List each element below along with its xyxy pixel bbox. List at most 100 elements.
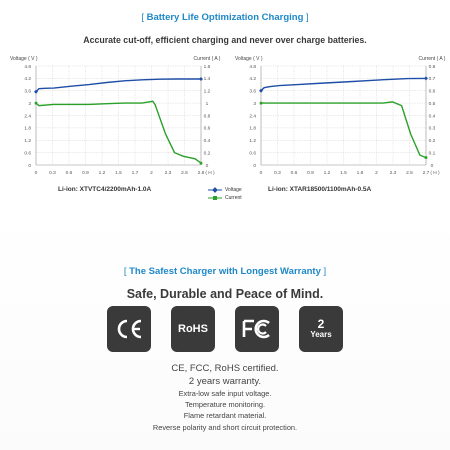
y-right-tick-label: 0.6 [204, 126, 211, 132]
ce-mark-icon [107, 306, 151, 352]
y-left-tick-label: 3.6 [24, 89, 31, 95]
title-bracket-left: [ [141, 12, 144, 23]
y-right-tick-label: 0.6 [429, 89, 436, 95]
x-tick-label: 2.8 [198, 170, 205, 176]
x-tick-label: 2.5 [181, 170, 188, 176]
x-tick-label: 1.7 [132, 170, 139, 176]
y-right-tick-label: 0.5 [429, 101, 436, 107]
rohs-mark-icon: RoHS [171, 306, 215, 352]
feature-item: Extra-low safe input voltage. [178, 389, 272, 398]
current-point-marker [34, 101, 38, 105]
y-left-tick-label: 3 [253, 101, 256, 107]
y-right-tick-label: 1.6 [204, 64, 211, 70]
y-left-tick-label: 4.2 [24, 76, 31, 82]
y-left-tick-label: 2.4 [249, 113, 256, 119]
legend-current: Current [208, 194, 242, 202]
y-right-tick-label: 0.1 [429, 150, 436, 156]
warranty-headline: Safe, Durable and Peace of Mind. [126, 287, 324, 301]
y-left-tick-label: 4.2 [249, 76, 256, 82]
voltage-point-marker [424, 76, 428, 81]
title2-bracket-right: ] [323, 266, 327, 277]
y-right-tick-label: 0.2 [429, 138, 436, 144]
lower-background [0, 210, 450, 450]
legend-voltage: Voltage [208, 186, 242, 194]
y-left-tick-label: 0 [28, 163, 31, 169]
x-tick-label: 1.5 [340, 170, 347, 176]
chart-1-caption: Li-ion: XTVTC4/2200mAh-1.0A [58, 186, 152, 193]
fcc-mark-icon [235, 306, 279, 352]
x-tick-label: 2 [375, 170, 378, 176]
warranty-badge-icon: 2 Years [299, 306, 343, 352]
y-right-tick-label: 0 [431, 163, 434, 169]
y-right-tick-label: 0 [206, 163, 209, 169]
current-series-line [261, 101, 427, 159]
y-right-tick-label: 1 [206, 101, 209, 107]
legend-current-label: Current [225, 195, 242, 201]
y-axis-right-title: Current ( A ) [194, 56, 221, 62]
y-left-tick-label: 1.8 [24, 126, 31, 132]
charging-curve-chart-1: Voltage ( V ) Current ( A ) 4.8 4.2 3.6 3 2.4 1… [10, 56, 221, 176]
x-tick-label: 0.6 [66, 170, 73, 176]
x-tick-label: 0 [260, 170, 263, 176]
chart-legend: Voltage Current [208, 186, 242, 202]
y-right-tick-label: 0.8 [429, 64, 436, 70]
warranty-section-title-text: The Safest Charger with Longest Warranty [129, 266, 321, 277]
battery-section-title: [ Battery Life Optimization Charging ] [0, 12, 450, 23]
charging-curve-chart-2: Voltage ( V ) Current ( A ) 4.8 4.2 3.6 3 2.4 1… [235, 56, 446, 176]
battery-section-title-text: Battery Life Optimization Charging [146, 12, 304, 23]
x-tick-label: 0.3 [49, 170, 56, 176]
x-tick-label: 2 [150, 170, 153, 176]
warranty-section-title: [ The Safest Charger with Longest Warran… [0, 266, 450, 277]
y-left-tick-label: 1.8 [249, 126, 256, 132]
x-tick-label: 1.2 [324, 170, 331, 176]
battery-headline: Accurate cut-off, efficient charging and… [83, 35, 367, 45]
title2-bracket-left: [ [123, 266, 127, 277]
chart-2-caption: Li-ion: XTAR18500/1100mAh-0.5A [268, 186, 372, 193]
y-left-tick-label: 0.6 [24, 150, 31, 156]
y-right-tick-label: 0.2 [204, 150, 211, 156]
y-right-tick-label: 0.8 [204, 113, 211, 119]
y-left-tick-label: 4.8 [249, 64, 256, 70]
y-left-tick-label: 1.2 [24, 138, 31, 144]
x-tick-label: 0.6 [291, 170, 298, 176]
voltage-point-marker [199, 77, 203, 81]
warranty-years-label: Years [310, 330, 332, 339]
y-axis-left-title: Voltage ( V ) [10, 56, 38, 62]
y-right-tick-label: 1.2 [204, 89, 211, 95]
y-left-tick-label: 1.2 [249, 138, 256, 144]
title-bracket-right: ] [306, 12, 309, 23]
voltage-legend-swatch-icon [208, 187, 222, 193]
feature-item: Temperature monitoring. [184, 400, 266, 410]
current-point-marker [424, 156, 428, 159]
y-left-tick-label: 0 [253, 163, 256, 169]
feature-item: Flame retardant material. [183, 411, 267, 421]
warranty-years-number: 2 [317, 317, 325, 331]
certification-badges: RoHS 2 Years [107, 306, 343, 354]
y-left-tick-label: 3 [28, 101, 31, 107]
current-point-marker [259, 101, 263, 105]
x-tick-label: 0.3 [274, 170, 281, 176]
x-tick-label: 1.5 [115, 170, 122, 176]
y-right-tick-label: 1.4 [204, 76, 211, 82]
y-left-tick-label: 4.8 [24, 64, 31, 70]
x-tick-label: 2.3 [390, 170, 397, 176]
y-right-tick-label: 0.4 [429, 113, 436, 119]
y-right-tick-label: 0.3 [429, 126, 436, 132]
current-point-marker [199, 161, 203, 165]
y-left-tick-label: 3.6 [249, 89, 256, 95]
x-tick-label: 2.7 [423, 170, 430, 176]
y-axis-left-title: Voltage ( V ) [235, 56, 263, 62]
rohs-label: RoHS [178, 323, 208, 335]
x-tick-label: 1.2 [99, 170, 106, 176]
x-axis-unit-label: ( H ) [430, 170, 440, 176]
x-axis-unit-label: ( H ) [205, 170, 215, 176]
current-series-line [35, 100, 202, 164]
x-tick-label: 2.3 [165, 170, 172, 176]
x-tick-label: 2.5 [406, 170, 413, 176]
feature-list: CE, FCC, RoHS certified. 2 years warrant… [0, 362, 450, 433]
y-right-tick-label: 0.7 [429, 76, 436, 82]
x-tick-label: 1.8 [357, 170, 364, 176]
x-tick-label: 0.9 [82, 170, 89, 176]
voltage-point-marker [34, 89, 38, 94]
y-right-tick-label: 0.4 [204, 138, 211, 144]
